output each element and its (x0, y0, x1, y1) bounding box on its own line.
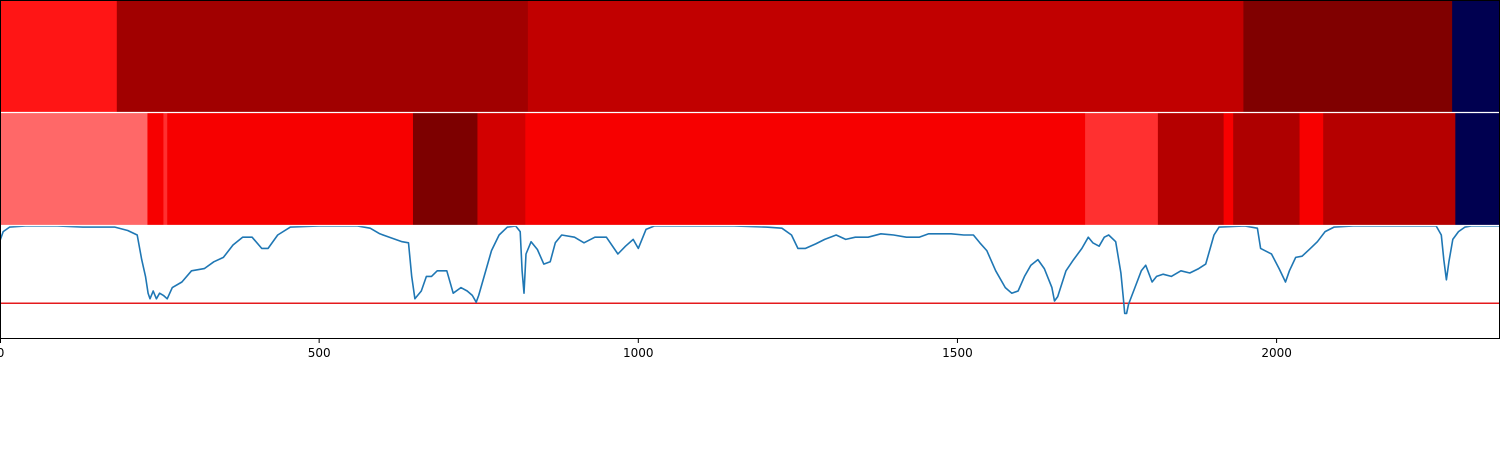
heatmap-segment-1-1 (147, 113, 165, 226)
x-tick-label-4: 2000 (1261, 346, 1292, 360)
x-tick-label-0: 0 (0, 346, 4, 360)
heatmap-segment-1-2 (163, 113, 168, 226)
heatmap-segment-1-0 (0, 113, 149, 226)
heatmap-segment-1-9 (1223, 113, 1234, 226)
x-tick-label-3: 1500 (942, 346, 973, 360)
x-tick-label-2: 1000 (623, 346, 654, 360)
heatmap-segment-1-6 (525, 113, 1086, 226)
heatmap-segment-0-0 (0, 0, 118, 112)
x-axis-ticks: 0 500 1000 1500 2000 (0, 338, 1292, 360)
series-line (0, 225, 1500, 315)
heatmap-segment-0-4 (1452, 0, 1500, 112)
heatmap-segment-0-1 (116, 0, 529, 112)
heatmap-segment-1-12 (1323, 113, 1456, 226)
heatmap-row-top (0, 0, 1500, 112)
x-tick-label-1: 500 (308, 346, 331, 360)
heatmap-segment-1-13 (1455, 113, 1500, 226)
heatmap-segment-1-7 (1085, 113, 1159, 226)
heatmap-row-middle (0, 113, 1500, 226)
heatmap-segment-0-3 (1243, 0, 1453, 112)
heatmap-segment-1-4 (412, 113, 479, 226)
heatmap-segment-1-10 (1233, 113, 1301, 226)
heatmap-segment-0-2 (527, 0, 1245, 112)
heatmap-segment-1-5 (477, 113, 526, 226)
heatmap-segment-1-11 (1299, 113, 1324, 226)
heatmap-segment-1-3 (167, 113, 414, 226)
heatmap-segment-1-8 (1157, 113, 1225, 226)
line-panel-background (0, 226, 1500, 338)
